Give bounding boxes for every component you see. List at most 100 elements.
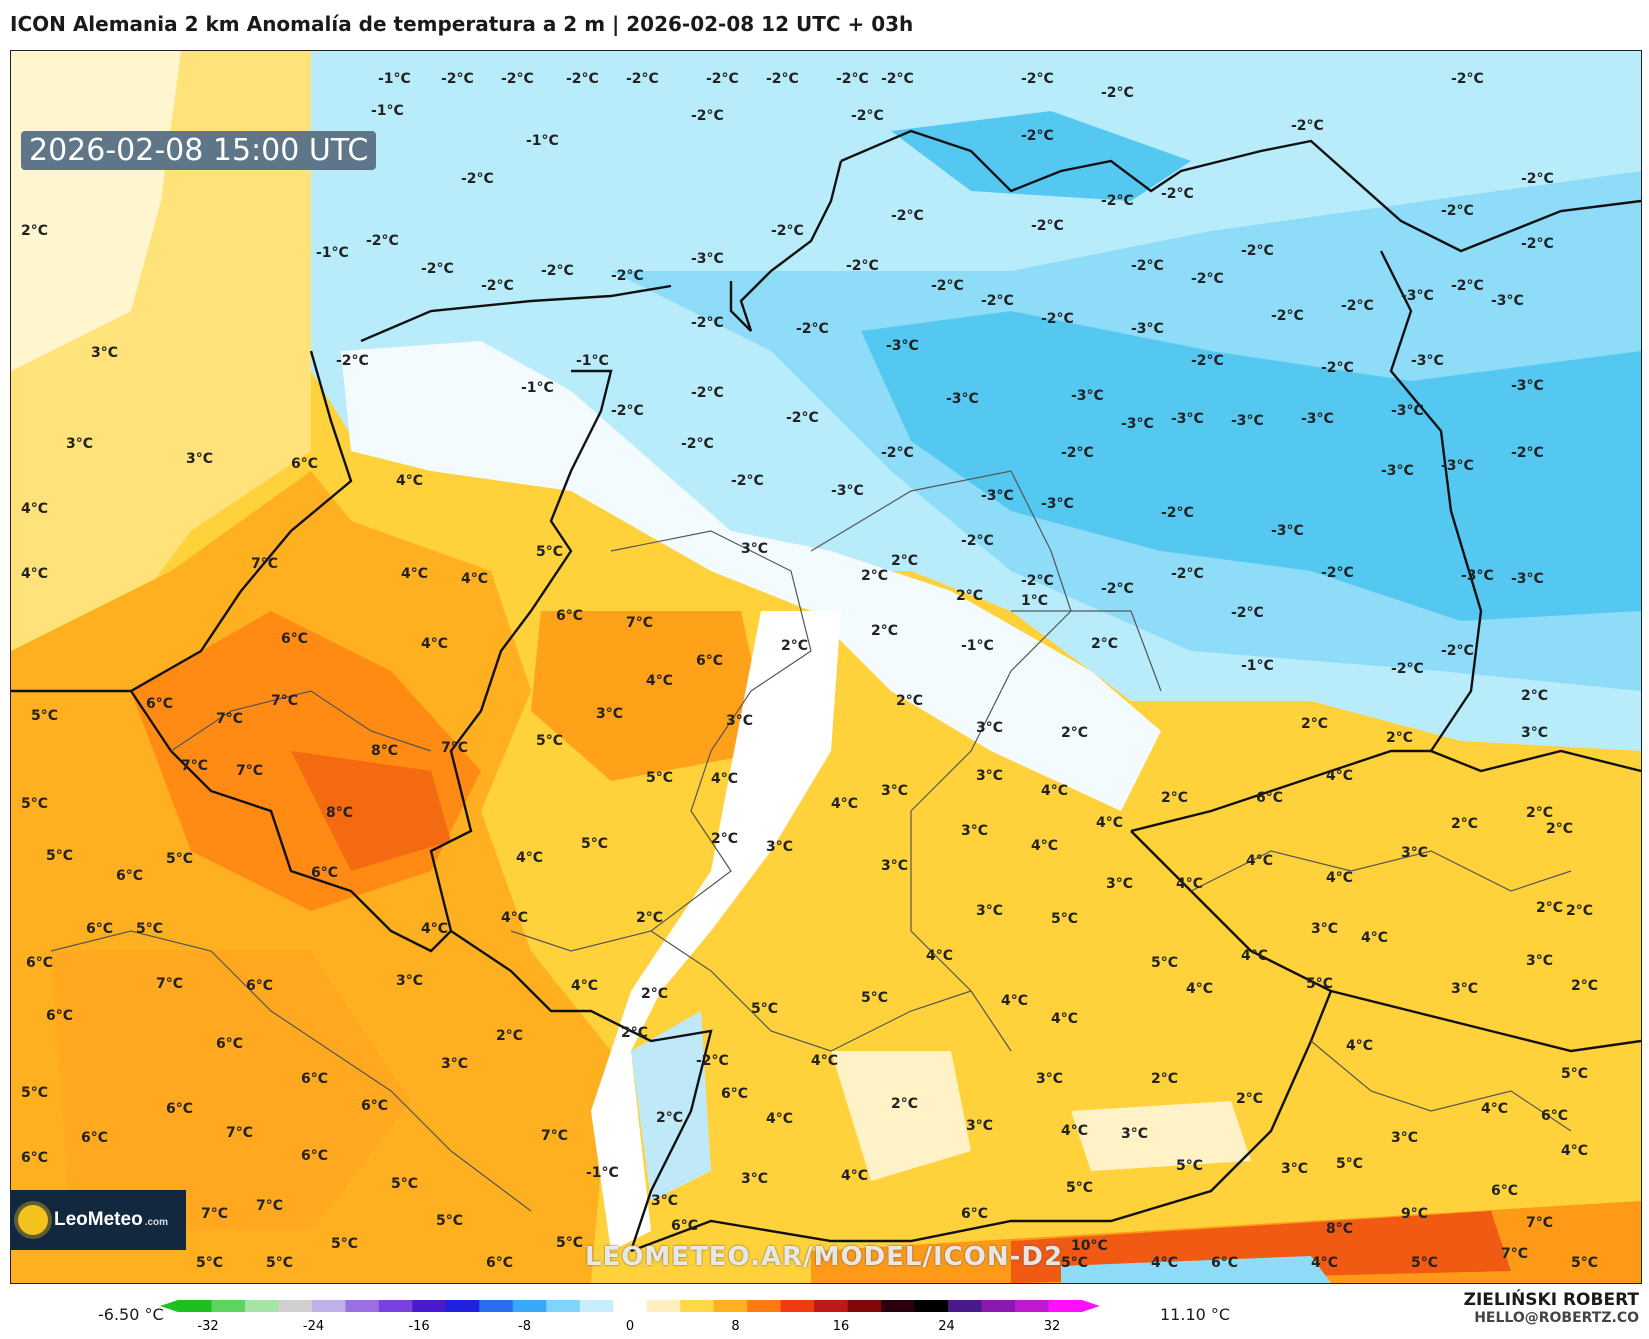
temperature-label: 3°C xyxy=(1391,1130,1419,1146)
temperature-label: 4°C xyxy=(831,796,859,812)
temperature-label: -2°C xyxy=(1161,505,1194,521)
temperature-label: 2°C xyxy=(641,986,669,1002)
temperature-label: 3°C xyxy=(91,345,119,361)
temperature-label: -2°C xyxy=(1441,203,1474,219)
temperature-label: -3°C xyxy=(1381,463,1414,479)
temperature-label: 6°C xyxy=(696,653,724,669)
temperature-label: 2°C xyxy=(1571,978,1599,994)
temperature-label: -2°C xyxy=(1521,171,1554,187)
temperature-label: -3°C xyxy=(691,251,724,267)
temperature-label: 2°C xyxy=(871,623,899,639)
temperature-label: -3°C xyxy=(1411,353,1444,369)
temperature-label: 6°C xyxy=(116,868,144,884)
temperature-label: 2°C xyxy=(711,831,739,847)
temperature-label: 4°C xyxy=(1246,853,1274,869)
scale-max-label: 11.10 °C xyxy=(1160,1305,1231,1324)
temperature-label: 6°C xyxy=(81,1130,109,1146)
temperature-label: 2°C xyxy=(1546,821,1574,837)
temperature-label: 5°C xyxy=(1306,976,1334,992)
temperature-label: -1°C xyxy=(316,245,349,261)
temperature-label: 5°C xyxy=(266,1255,294,1271)
temperature-label: 3°C xyxy=(961,823,989,839)
temperature-label: 6°C xyxy=(486,1255,514,1271)
temperature-label: 6°C xyxy=(301,1071,329,1087)
temperature-label: -3°C xyxy=(1461,568,1494,584)
temperature-label: -2°C xyxy=(1341,298,1374,314)
temperature-label: 2°C xyxy=(496,1028,524,1044)
temperature-label: 6°C xyxy=(1541,1108,1569,1124)
scale-swatch xyxy=(512,1300,547,1312)
color-scale-bar: -32 -24 -16 -8 0 8 16 24 32 xyxy=(160,1300,1100,1334)
temperature-label: 5°C xyxy=(1066,1180,1094,1196)
temperature-label: 4°C xyxy=(1096,815,1124,831)
temperature-label: -2°C xyxy=(731,473,764,489)
temperature-label: 7°C xyxy=(271,693,299,709)
temperature-label: -2°C xyxy=(836,71,869,87)
temperature-label: 3°C xyxy=(396,973,424,989)
temperature-label: 5°C xyxy=(751,1001,779,1017)
temperature-label: 3°C xyxy=(651,1193,679,1209)
temperature-label: 5°C xyxy=(21,796,49,812)
temperature-label: 2°C xyxy=(891,1096,919,1112)
temperature-label: 7°C xyxy=(236,763,264,779)
temperature-label: 3°C xyxy=(1311,921,1339,937)
temperature-label: 3°C xyxy=(976,768,1004,784)
temperature-label: 6°C xyxy=(86,921,114,937)
temperature-label: 4°C xyxy=(766,1111,794,1127)
scale-swatch xyxy=(378,1300,413,1312)
temperature-label: 7°C xyxy=(156,976,184,992)
scale-swatch xyxy=(948,1300,983,1312)
temperature-label: -2°C xyxy=(1511,445,1544,461)
temperature-label: -3°C xyxy=(1301,411,1334,427)
logo-brand-text: LeoMeteo xyxy=(54,1209,143,1230)
temperature-label: 5°C xyxy=(1571,1255,1599,1271)
scale-tick-label: -32 xyxy=(197,1319,218,1334)
temperature-label: 5°C xyxy=(861,990,889,1006)
temperature-label: -3°C xyxy=(1511,571,1544,587)
temperature-label: -3°C xyxy=(831,483,864,499)
temperature-label: 3°C xyxy=(966,1118,994,1134)
temperature-label: -2°C xyxy=(1131,258,1164,274)
temperature-label: 6°C xyxy=(246,978,274,994)
temperature-label: 5°C xyxy=(1176,1158,1204,1174)
temperature-label: 10°C xyxy=(1071,1238,1108,1254)
temperature-label: -3°C xyxy=(1131,321,1164,337)
temperature-label: 8°C xyxy=(371,743,399,759)
temperature-label: 2°C xyxy=(1151,1071,1179,1087)
author-name: ZIELIŃSKI ROBERT xyxy=(1463,1290,1639,1310)
temperature-label: -2°C xyxy=(796,321,829,337)
temperature-label: -2°C xyxy=(1231,605,1264,621)
author-block: ZIELIŃSKI ROBERT HELLO@ROBERTZ.CO xyxy=(1464,1290,1639,1326)
scale-swatch xyxy=(178,1300,212,1312)
temperature-label: 6°C xyxy=(1256,790,1284,806)
scale-swatch xyxy=(278,1300,313,1312)
temperature-label: 5°C xyxy=(1051,911,1079,927)
temperature-label: -3°C xyxy=(1511,378,1544,394)
temperature-label: -2°C xyxy=(1101,581,1134,597)
temperature-label: 5°C xyxy=(1411,1255,1439,1271)
temperature-label: 3°C xyxy=(976,720,1004,736)
temperature-label: -3°C xyxy=(1271,523,1304,539)
temperature-label: -2°C xyxy=(1021,71,1054,87)
temperature-label: -2°C xyxy=(1161,186,1194,202)
scale-swatch xyxy=(646,1300,681,1312)
temperature-label: 6°C xyxy=(216,1036,244,1052)
chart-title: Anomalía de temperatura a 2 m | 2026-02-… xyxy=(246,12,914,36)
temperature-label: 6°C xyxy=(26,955,54,971)
temperature-label: 4°C xyxy=(1481,1101,1509,1117)
temperature-label: 6°C xyxy=(166,1101,194,1117)
temperature-label: 8°C xyxy=(326,805,354,821)
temperature-label: 4°C xyxy=(401,566,429,582)
temperature-label: 6°C xyxy=(21,1150,49,1166)
temperature-label: -3°C xyxy=(1491,293,1524,309)
temperature-label: 6°C xyxy=(1211,1255,1239,1271)
temperature-label: -2°C xyxy=(706,71,739,87)
temperature-label: -2°C xyxy=(1451,71,1484,87)
temperature-label: 2°C xyxy=(1536,900,1564,916)
temperature-label: -1°C xyxy=(378,71,411,87)
valid-time-badge: 2026-02-08 15:00 UTC xyxy=(21,131,377,170)
temperature-label: 2°C xyxy=(1521,688,1549,704)
temperature-label: -2°C xyxy=(366,233,399,249)
temperature-label: 3°C xyxy=(726,713,754,729)
temperature-label: 4°C xyxy=(1361,930,1389,946)
